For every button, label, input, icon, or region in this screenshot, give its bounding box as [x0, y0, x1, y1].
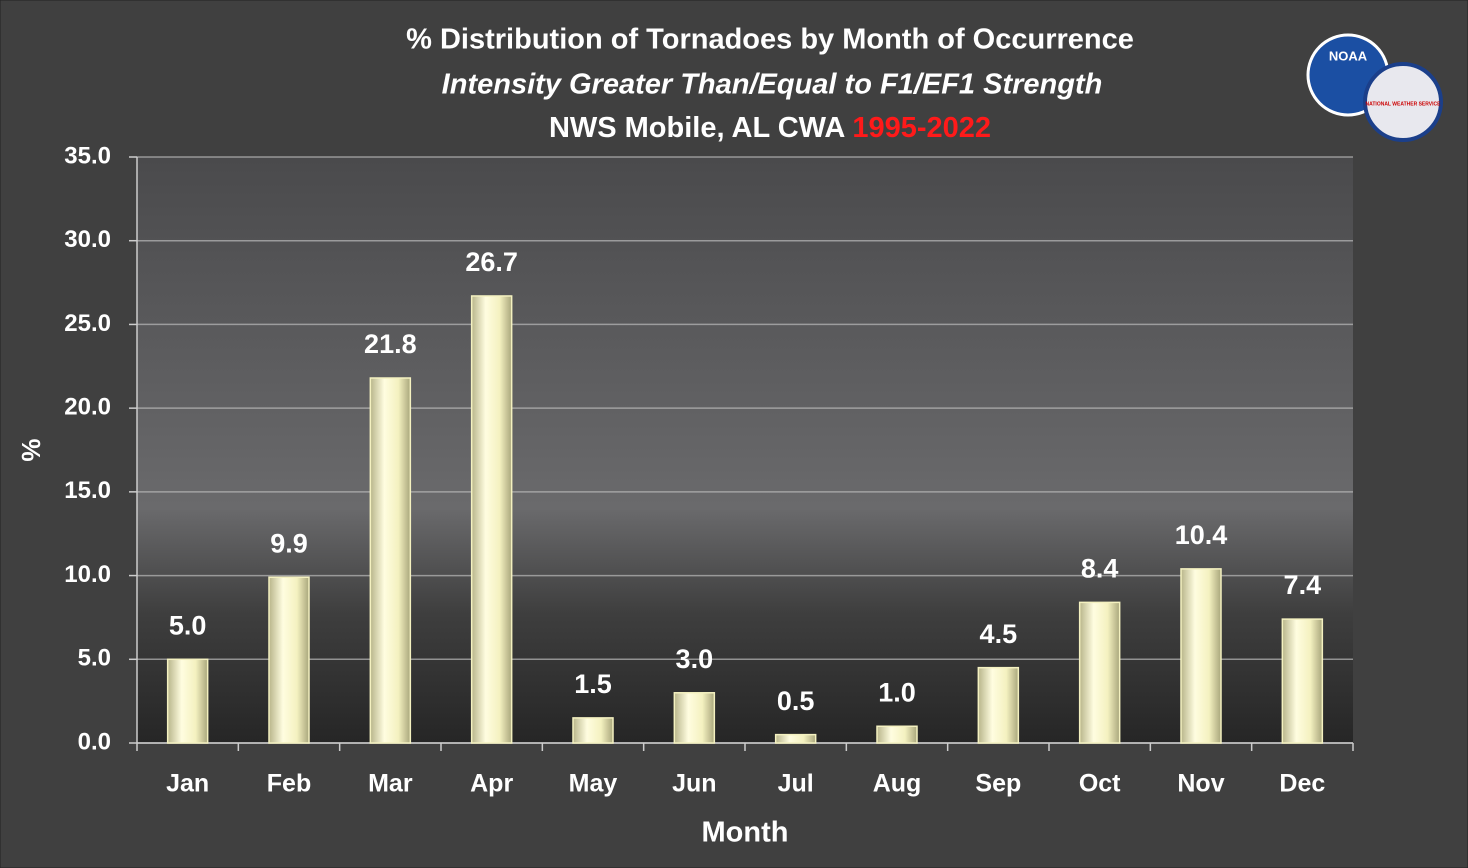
y-tick-label: 30.0	[64, 226, 111, 253]
x-tick-label: Jun	[672, 770, 716, 798]
x-tick-label: Oct	[1079, 770, 1121, 798]
y-tick-label: 0.0	[78, 728, 111, 755]
bar	[470, 295, 513, 744]
data-label: 21.8	[364, 329, 417, 359]
data-label: 1.5	[574, 669, 612, 699]
bar	[673, 692, 716, 744]
nws-logo	[1363, 62, 1443, 142]
y-tick-label: 20.0	[64, 393, 111, 420]
y-axis-label: %	[16, 438, 46, 461]
x-tick-label: Jul	[778, 770, 814, 798]
x-tick-label: Dec	[1279, 770, 1325, 798]
x-tick-label: Mar	[368, 770, 413, 798]
y-tick-label: 25.0	[64, 310, 111, 337]
x-axis-label: Month	[702, 817, 789, 849]
y-tick-label: 15.0	[64, 477, 111, 504]
bar	[572, 717, 614, 744]
bar	[774, 733, 817, 744]
chart-title: % Distribution of Tornadoes by Month of …	[406, 24, 1134, 56]
x-tick-label: Nov	[1177, 770, 1224, 798]
data-label: 8.4	[1081, 553, 1119, 583]
bar	[977, 666, 1020, 744]
chart-title-line: NWS Mobile, AL CWA 1995-2022	[549, 112, 991, 144]
y-tick-label: 5.0	[78, 645, 111, 672]
x-tick-label: Feb	[267, 770, 311, 798]
chart-subtitle: Intensity Greater Than/Equal to F1/EF1 S…	[442, 69, 1103, 101]
x-tick-label: May	[569, 770, 618, 798]
x-tick-label: Apr	[470, 770, 513, 798]
x-tick-label: Jan	[166, 770, 209, 798]
bar	[268, 576, 310, 744]
plot-background	[137, 157, 1353, 743]
data-label: 4.5	[980, 619, 1018, 649]
bar	[876, 725, 918, 744]
data-label: 26.7	[465, 247, 518, 277]
data-label: 10.4	[1175, 520, 1228, 550]
location: NWS Mobile, AL CWA	[549, 112, 845, 144]
data-label: 0.5	[777, 686, 815, 716]
x-tick-label: Sep	[975, 770, 1021, 798]
data-label: 9.9	[270, 528, 308, 558]
bar	[369, 377, 412, 744]
bar	[1180, 568, 1222, 744]
period: 1995-2022	[852, 112, 991, 144]
bar	[1078, 601, 1121, 744]
logo-text: NATIONAL WEATHER SERVICE	[1366, 101, 1442, 107]
data-label: 1.0	[878, 677, 916, 707]
bar	[1281, 618, 1324, 744]
data-label: 3.0	[676, 644, 714, 674]
x-tick-label: Aug	[873, 770, 922, 798]
data-label: 5.0	[169, 610, 207, 640]
logo: NOAA NATIONAL WEATHER SERVICE	[1306, 33, 1443, 142]
y-tick-label: 35.0	[64, 142, 111, 169]
logo-text: NOAA	[1329, 48, 1368, 63]
y-tick-label: 10.0	[64, 561, 111, 588]
data-label: 7.4	[1284, 570, 1322, 600]
bar	[166, 658, 209, 744]
